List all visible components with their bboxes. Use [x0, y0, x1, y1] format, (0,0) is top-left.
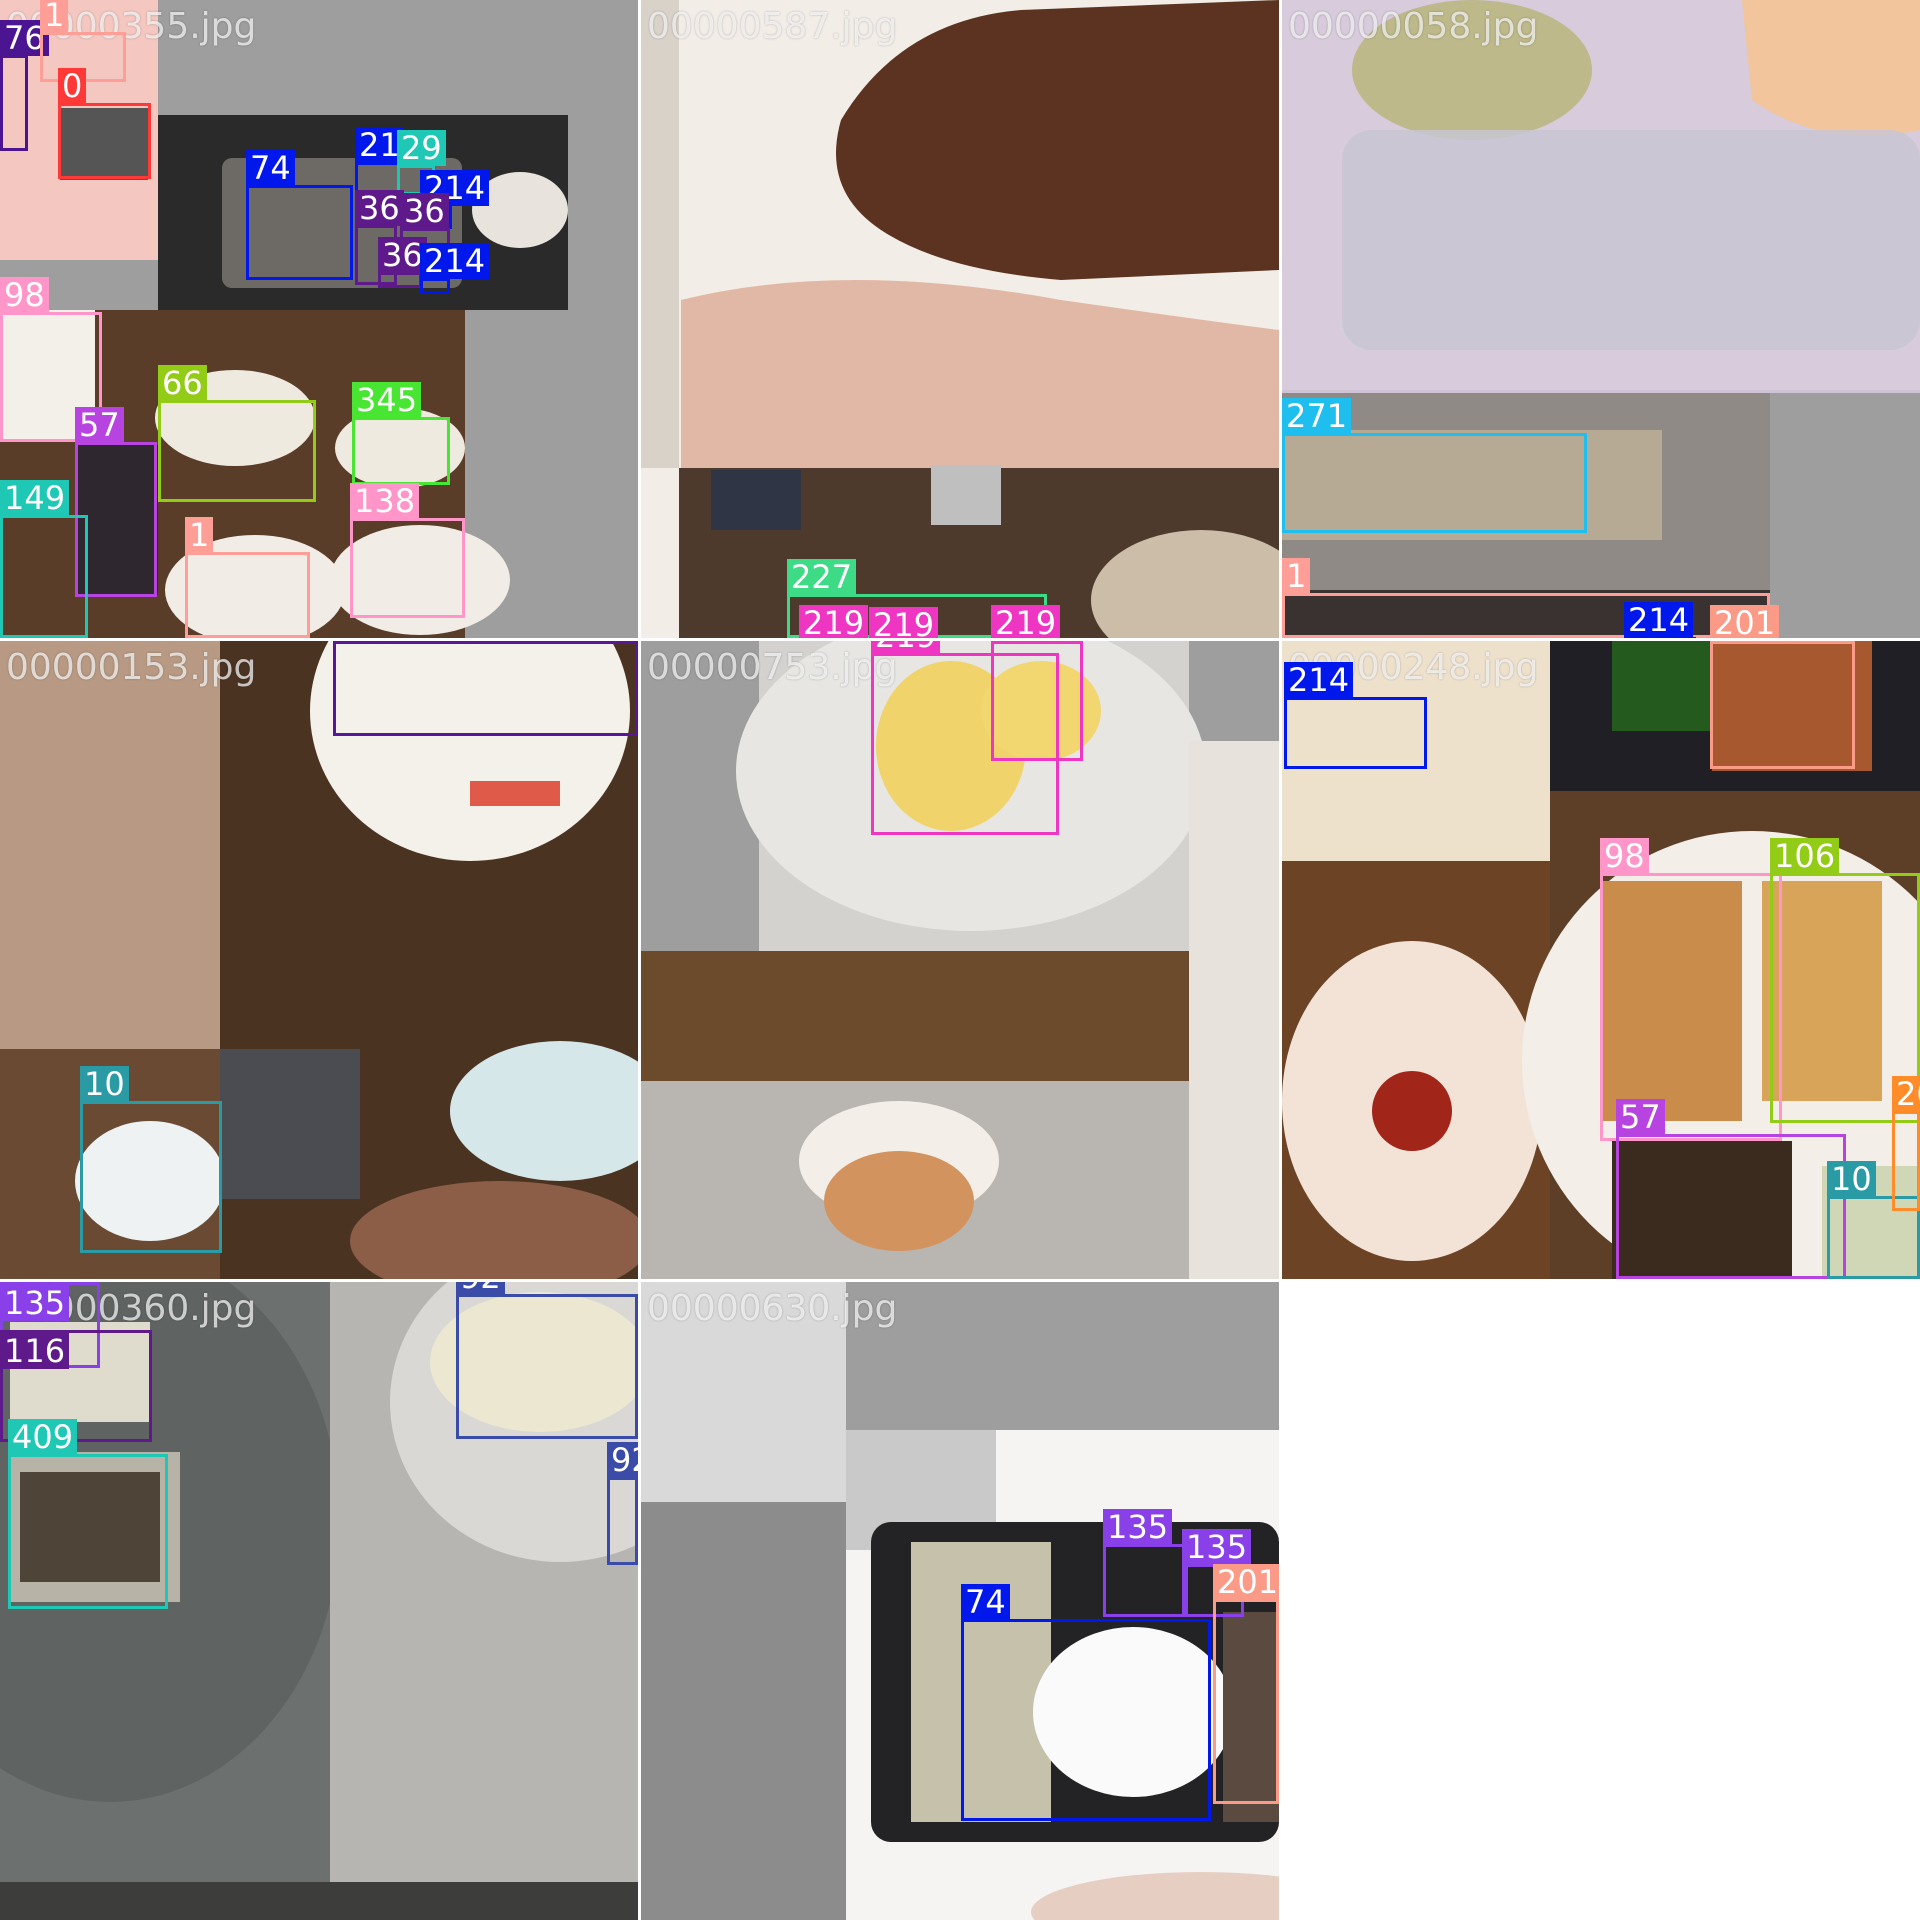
- detection-box: 219: [991, 641, 1083, 761]
- image-tile: 00000630.jpg 135 135 201 74: [641, 1282, 1279, 1920]
- detection-box: 36: [378, 272, 422, 288]
- detection-box: 66: [158, 400, 316, 502]
- image-tile: 00000355.jpg 76 1 0 74 21 29 214 36 36 3…: [0, 0, 638, 638]
- image-tile: 00000360.jpg 135 116 409 92 92: [0, 1282, 638, 1920]
- detection-label: 1: [185, 517, 213, 553]
- detection-label: 36: [355, 190, 404, 226]
- detection-box: 636: [333, 641, 638, 736]
- detection-box: 201: [1213, 1599, 1279, 1804]
- detection-label: 219: [869, 607, 938, 638]
- detection-box: 149: [0, 515, 88, 638]
- detection-label: 98: [0, 277, 49, 313]
- detection-label: 1: [40, 0, 68, 33]
- image-tile: 00000153.jpg 636 10: [0, 641, 638, 1279]
- food-photo-collage: [1282, 0, 1920, 638]
- detection-box: 409: [8, 1454, 168, 1609]
- detection-label: 201: [1710, 605, 1779, 638]
- detection-label: 29: [397, 130, 446, 166]
- food-photo-collage: [641, 0, 1279, 638]
- detection-label: 74: [246, 150, 295, 186]
- detection-label: 98: [1600, 838, 1649, 874]
- detection-box: 74: [961, 1619, 1211, 1821]
- detection-box: 214: [420, 278, 450, 294]
- detection-box: 345: [352, 417, 450, 485]
- detection-label: 219: [991, 641, 1060, 642]
- detection-label: 135: [0, 1285, 69, 1321]
- detection-label: 92: [456, 1282, 505, 1295]
- detection-label: 106: [1770, 838, 1839, 874]
- grid-divider: [0, 1279, 1920, 1282]
- detection-label: 219: [991, 605, 1060, 638]
- image-tile: 00000753.jpg 219 219: [641, 641, 1279, 1279]
- detection-box: 92: [456, 1294, 638, 1439]
- detection-label: 636: [333, 641, 402, 642]
- detection-label: 201: [1213, 1564, 1279, 1600]
- detection-label: 66: [158, 365, 207, 401]
- detection-box: 57: [1616, 1134, 1846, 1279]
- detection-label: 10: [1827, 1161, 1876, 1197]
- image-tile: 00000587.jpg 227 219 219 219: [641, 0, 1279, 638]
- grid-divider: [638, 0, 641, 1920]
- detection-label: 10: [80, 1066, 129, 1102]
- detection-label: 1: [1282, 558, 1310, 594]
- detection-label: 201: [1710, 641, 1779, 642]
- detection-label: 149: [0, 480, 69, 516]
- detection-box: 10: [80, 1101, 222, 1253]
- detection-label: 20: [1892, 1076, 1920, 1112]
- detection-box: 1: [1282, 593, 1770, 638]
- detection-label: 57: [1616, 1099, 1665, 1135]
- detection-label: 92: [607, 1442, 638, 1478]
- detection-label: 227: [787, 559, 856, 595]
- detection-box: 76: [0, 55, 28, 151]
- detection-box: 74: [246, 185, 353, 280]
- detection-box: 271: [1282, 433, 1587, 533]
- detection-box: 92: [607, 1477, 638, 1565]
- detection-label: 74: [961, 1584, 1010, 1620]
- image-tile: 00000058.jpg 271 1 214 201: [1282, 0, 1920, 638]
- detection-box: 20: [1892, 1111, 1920, 1211]
- grid-divider: [1279, 0, 1282, 1920]
- image-tile: 00000248.jpg 214 201 98 106 57 10 20: [1282, 641, 1920, 1279]
- detection-label: 271: [1282, 398, 1351, 434]
- detection-label: 219: [871, 641, 940, 654]
- detection-label: 135: [1103, 1509, 1172, 1545]
- detection-box: 201: [1710, 641, 1855, 769]
- detection-label: 214: [1284, 662, 1353, 698]
- detection-label: 57: [75, 407, 124, 443]
- detection-label: 36: [400, 193, 449, 229]
- detection-label: 219: [799, 605, 868, 638]
- detection-label: 214: [1624, 602, 1693, 638]
- detection-box: 0: [58, 103, 151, 179]
- detection-label: 116: [0, 1333, 69, 1369]
- detection-label: 0: [58, 68, 86, 104]
- detection-box: 138: [350, 518, 465, 618]
- detection-label: 214: [420, 243, 489, 279]
- detection-box: 214: [1284, 697, 1427, 769]
- detection-label: 409: [8, 1419, 77, 1455]
- detection-label: 138: [350, 483, 419, 519]
- detection-label: 135: [1182, 1529, 1251, 1565]
- grid-divider: [0, 638, 1920, 641]
- detection-box: 1: [185, 552, 310, 638]
- detection-label: 345: [352, 382, 421, 418]
- detection-box: 135: [1103, 1544, 1188, 1617]
